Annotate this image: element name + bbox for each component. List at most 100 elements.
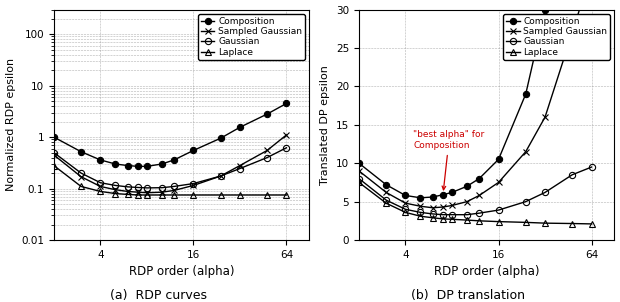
Gaussian <box>50 151 58 154</box>
Gaussian <box>476 211 483 215</box>
Sampled Gaussian <box>78 175 85 178</box>
Laplace <box>112 192 119 195</box>
Sampled Gaussian <box>124 190 131 193</box>
Gaussian <box>588 165 595 169</box>
Composition <box>463 185 471 188</box>
Laplace <box>522 220 529 224</box>
Sampled Gaussian <box>143 191 151 194</box>
Gaussian <box>448 213 456 217</box>
Laplace <box>588 222 595 226</box>
Sampled Gaussian <box>158 190 166 194</box>
Laplace <box>217 193 224 197</box>
Sampled Gaussian <box>417 204 424 208</box>
Gaussian <box>78 171 85 175</box>
Sampled Gaussian <box>541 115 549 119</box>
X-axis label: RDP order (alpha): RDP order (alpha) <box>129 265 234 278</box>
Composition <box>429 195 436 199</box>
Gaussian <box>522 200 529 204</box>
Laplace <box>402 210 409 214</box>
Composition <box>383 183 390 187</box>
Sampled Gaussian <box>264 149 271 152</box>
X-axis label: RDP order (alpha): RDP order (alpha) <box>434 265 539 278</box>
Composition <box>495 158 502 161</box>
Laplace <box>383 201 390 205</box>
Composition <box>402 194 409 197</box>
Laplace <box>417 214 424 218</box>
Line: Gaussian: Gaussian <box>51 145 290 191</box>
Text: (a)  RDP curves: (a) RDP curves <box>110 289 206 302</box>
Laplace <box>264 193 271 197</box>
Composition <box>97 158 104 162</box>
Gaussian <box>383 198 390 202</box>
Laplace <box>541 221 549 225</box>
Y-axis label: Translated DP epsilon: Translated DP epsilon <box>321 65 330 185</box>
Laplace <box>143 193 151 197</box>
Sampled Gaussian <box>440 205 447 209</box>
Gaussian <box>541 191 549 194</box>
Sampled Gaussian <box>97 185 104 188</box>
Composition <box>190 149 197 152</box>
Composition <box>112 162 119 166</box>
Line: Gaussian: Gaussian <box>356 164 595 218</box>
Gaussian <box>236 167 244 170</box>
Composition <box>158 162 166 166</box>
Sampled Gaussian <box>112 188 119 191</box>
Laplace <box>158 193 166 197</box>
Composition <box>283 102 290 105</box>
Sampled Gaussian <box>569 31 576 34</box>
Gaussian <box>402 207 409 211</box>
Sampled Gaussian <box>50 153 58 157</box>
Composition <box>476 177 483 180</box>
Legend: Composition, Sampled Gaussian, Gaussian, Laplace: Composition, Sampled Gaussian, Gaussian,… <box>503 14 610 59</box>
Gaussian <box>569 173 576 177</box>
Gaussian <box>495 208 502 212</box>
Laplace <box>495 220 502 223</box>
Laplace <box>355 181 363 184</box>
Composition <box>440 193 447 197</box>
Sampled Gaussian <box>495 181 502 184</box>
Gaussian <box>283 146 290 149</box>
Composition <box>448 191 456 194</box>
Sampled Gaussian <box>383 191 390 194</box>
Gaussian <box>417 210 424 214</box>
Laplace <box>78 185 85 188</box>
Line: Sampled Gaussian: Sampled Gaussian <box>356 0 595 211</box>
Composition <box>355 161 363 165</box>
Line: Sampled Gaussian: Sampled Gaussian <box>51 132 290 196</box>
Laplace <box>463 218 471 222</box>
Laplace <box>569 222 576 225</box>
Laplace <box>50 164 58 167</box>
Composition <box>541 8 549 11</box>
Line: Composition: Composition <box>356 0 595 201</box>
Sampled Gaussian <box>217 174 224 178</box>
Gaussian <box>463 213 471 217</box>
Composition <box>124 164 131 167</box>
Sampled Gaussian <box>429 206 436 210</box>
Composition <box>143 165 151 168</box>
Gaussian <box>440 213 447 217</box>
Sampled Gaussian <box>283 133 290 137</box>
Sampled Gaussian <box>170 189 178 192</box>
Legend: Composition, Sampled Gaussian, Gaussian, Laplace: Composition, Sampled Gaussian, Gaussian,… <box>198 14 305 59</box>
Laplace <box>124 193 131 196</box>
Gaussian <box>143 186 151 190</box>
Gaussian <box>124 185 131 189</box>
Sampled Gaussian <box>522 150 529 153</box>
Line: Laplace: Laplace <box>356 179 595 227</box>
Laplace <box>236 193 244 197</box>
Laplace <box>190 193 197 197</box>
Sampled Gaussian <box>463 200 471 204</box>
Gaussian <box>190 182 197 185</box>
Composition <box>78 150 85 153</box>
Laplace <box>476 219 483 223</box>
Composition <box>522 92 529 96</box>
Composition <box>417 196 424 200</box>
Laplace <box>170 193 178 197</box>
Gaussian <box>264 156 271 159</box>
Sampled Gaussian <box>402 201 409 205</box>
Gaussian <box>158 186 166 189</box>
Sampled Gaussian <box>355 169 363 173</box>
Laplace <box>440 217 447 221</box>
Gaussian <box>170 185 178 188</box>
Laplace <box>97 190 104 193</box>
